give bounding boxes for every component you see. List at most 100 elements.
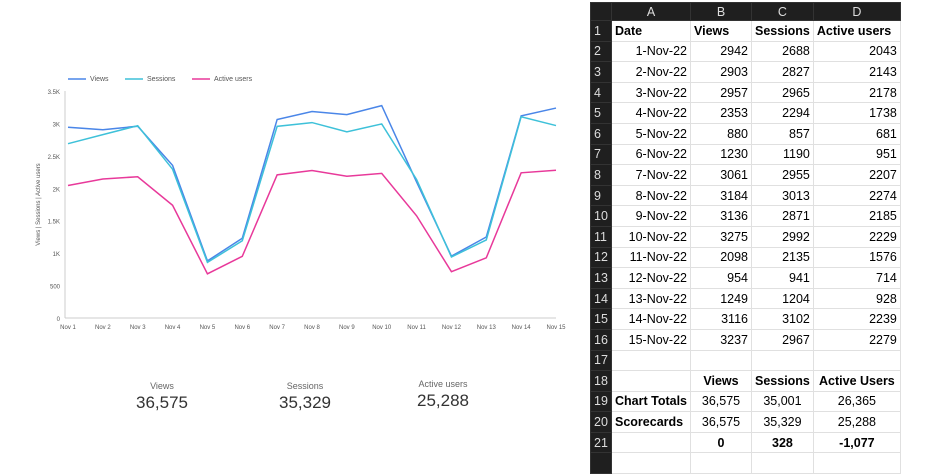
cell[interactable]: 3136 (690, 205, 752, 227)
row-number[interactable]: 10 (590, 205, 612, 227)
cell[interactable]: 1230 (690, 143, 752, 166)
cell[interactable]: 7-Nov-22 (611, 164, 691, 186)
row-number[interactable]: 6 (590, 122, 612, 145)
cell[interactable]: 2178 (812, 81, 901, 104)
cell[interactable]: 11-Nov-22 (611, 246, 691, 269)
cell[interactable]: 1204 (751, 287, 814, 310)
row-number[interactable]: 3 (590, 61, 612, 83)
cell[interactable]: 951 (812, 143, 901, 166)
row-number[interactable]: 4 (590, 81, 612, 104)
cell[interactable]: 2957 (690, 81, 752, 104)
cell[interactable]: -1,077 (812, 431, 901, 454)
cell[interactable]: 25,288 (812, 411, 901, 433)
cell[interactable]: 2274 (812, 184, 901, 207)
row-number[interactable]: 8 (590, 164, 612, 186)
cell[interactable]: 880 (690, 122, 752, 145)
cell[interactable]: Active Users (812, 370, 901, 392)
cell[interactable]: 8-Nov-22 (611, 184, 691, 207)
cell[interactable] (611, 349, 691, 372)
cell[interactable]: 2967 (751, 328, 814, 351)
row-number[interactable]: 7 (590, 143, 612, 166)
cell[interactable]: 1-Nov-22 (611, 40, 691, 63)
cell[interactable]: 3116 (690, 308, 752, 330)
cell[interactable]: Chart Totals (611, 390, 691, 413)
cell[interactable] (611, 431, 691, 454)
cell[interactable]: Views (690, 370, 752, 392)
cell[interactable]: 2043 (812, 40, 901, 63)
cell[interactable]: 3237 (690, 328, 752, 351)
cell[interactable]: Views (690, 20, 752, 42)
cell[interactable]: 3102 (751, 308, 814, 330)
cell[interactable]: 681 (812, 122, 901, 145)
cell[interactable]: 35,001 (751, 390, 814, 413)
cell[interactable]: 941 (751, 267, 814, 289)
cell[interactable]: 1249 (690, 287, 752, 310)
cell[interactable]: 26,365 (812, 390, 901, 413)
row-number[interactable]: 18 (590, 370, 612, 392)
cell[interactable] (690, 349, 752, 372)
cell[interactable]: Date (611, 20, 691, 42)
cell[interactable]: 1576 (812, 246, 901, 269)
cell[interactable]: 1738 (812, 102, 901, 124)
cell[interactable] (812, 349, 901, 372)
cell[interactable]: 5-Nov-22 (611, 122, 691, 145)
cell[interactable]: Sessions (751, 20, 814, 42)
cell[interactable]: 13-Nov-22 (611, 287, 691, 310)
row-number[interactable]: 12 (590, 246, 612, 269)
cell[interactable]: 2942 (690, 40, 752, 63)
row-number[interactable]: 20 (590, 411, 612, 433)
cell[interactable]: 6-Nov-22 (611, 143, 691, 166)
cell[interactable]: 10-Nov-22 (611, 225, 691, 248)
cell[interactable]: Sessions (751, 370, 814, 392)
cell[interactable]: 15-Nov-22 (611, 328, 691, 351)
cell[interactable]: 2965 (751, 81, 814, 104)
cell[interactable]: 2903 (690, 61, 752, 83)
cell[interactable]: 3184 (690, 184, 752, 207)
row-number[interactable]: 11 (590, 225, 612, 248)
cell[interactable]: 3275 (690, 225, 752, 248)
cell[interactable] (611, 370, 691, 392)
column-header[interactable]: A (611, 2, 691, 21)
cell[interactable]: 36,575 (690, 390, 752, 413)
cell[interactable]: 14-Nov-22 (611, 308, 691, 330)
cell[interactable]: Scorecards (611, 411, 691, 433)
row-number[interactable]: 13 (590, 267, 612, 289)
cell[interactable]: 328 (751, 431, 814, 454)
cell[interactable]: 2229 (812, 225, 901, 248)
row-number[interactable]: 19 (590, 390, 612, 413)
cell[interactable]: 2185 (812, 205, 901, 227)
cell[interactable]: 36,575 (690, 411, 752, 433)
cell[interactable]: 714 (812, 267, 901, 289)
column-header[interactable]: B (690, 2, 752, 21)
cell[interactable]: 35,329 (751, 411, 814, 433)
cell[interactable]: 954 (690, 267, 752, 289)
cell[interactable]: 0 (690, 431, 752, 454)
cell[interactable]: 2143 (812, 61, 901, 83)
cell[interactable]: 2239 (812, 308, 901, 330)
cell[interactable] (751, 349, 814, 372)
cell[interactable]: 2992 (751, 225, 814, 248)
cell[interactable]: 2098 (690, 246, 752, 269)
cell[interactable]: 2-Nov-22 (611, 61, 691, 83)
cell[interactable]: 3061 (690, 164, 752, 186)
cell[interactable]: 857 (751, 122, 814, 145)
cell[interactable]: 2207 (812, 164, 901, 186)
cell[interactable]: 3-Nov-22 (611, 81, 691, 104)
row-number[interactable]: 5 (590, 102, 612, 124)
row-number[interactable]: 16 (590, 328, 612, 351)
row-number[interactable]: 17 (590, 349, 612, 372)
row-number[interactable]: 14 (590, 287, 612, 310)
cell[interactable]: 2871 (751, 205, 814, 227)
row-number[interactable]: 9 (590, 184, 612, 207)
cell[interactable]: 2279 (812, 328, 901, 351)
cell[interactable]: 2294 (751, 102, 814, 124)
cell[interactable]: 2827 (751, 61, 814, 83)
row-number[interactable]: 1 (590, 20, 612, 42)
cell[interactable]: 928 (812, 287, 901, 310)
cell[interactable]: 12-Nov-22 (611, 267, 691, 289)
cell[interactable]: 3013 (751, 184, 814, 207)
row-number[interactable]: 15 (590, 308, 612, 330)
row-number[interactable]: 21 (590, 431, 612, 454)
row-number[interactable]: 2 (590, 40, 612, 63)
column-header[interactable]: D (812, 2, 901, 21)
